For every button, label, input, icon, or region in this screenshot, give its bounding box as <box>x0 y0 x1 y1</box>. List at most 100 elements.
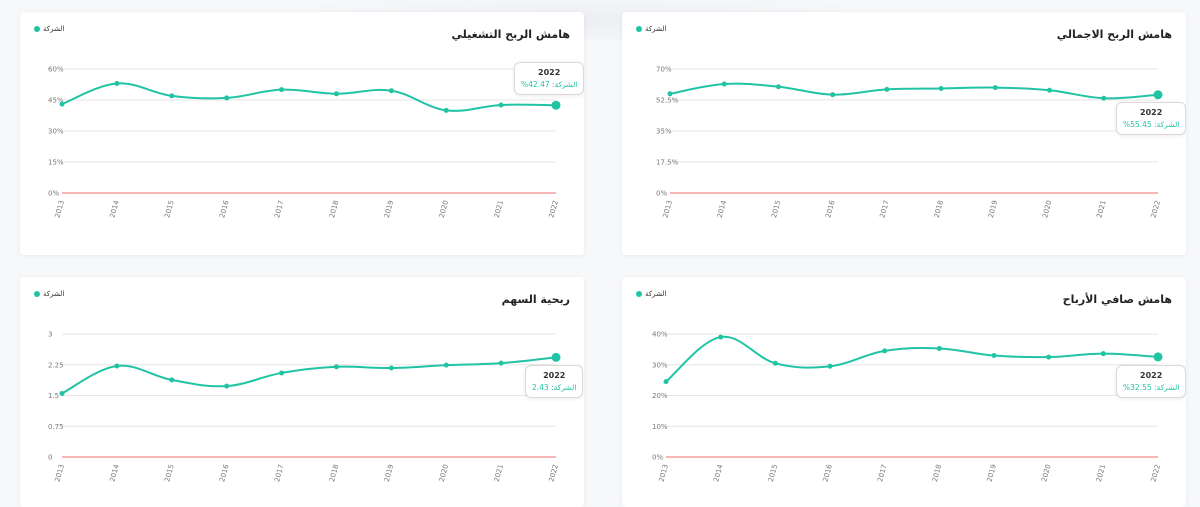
data-point[interactable] <box>279 87 285 93</box>
data-point[interactable] <box>667 91 673 97</box>
x-tick-label: 2021 <box>493 463 505 482</box>
line-chart: 0% 10% 20% 30% 40% 2013 2014 2015 2016 2017 2018 20… <box>652 331 1163 483</box>
x-tick-label: 2017 <box>273 199 285 218</box>
y-tick-label: 45% <box>48 97 64 105</box>
x-tick-label: 2022 <box>1150 463 1162 482</box>
y-tick-label: 35% <box>656 128 672 136</box>
data-point[interactable] <box>721 81 727 87</box>
x-tick-label: 2014 <box>716 199 728 219</box>
tooltip-value: 32.55% <box>1123 383 1152 392</box>
x-tick-label: 2015 <box>163 463 175 482</box>
legend[interactable]: الشركة <box>34 25 64 33</box>
x-tick-label: 2017 <box>273 463 285 482</box>
x-tick-label: 2016 <box>218 463 230 483</box>
tooltip-value: 2.43 <box>532 383 549 392</box>
y-tick-label: 40% <box>652 331 668 339</box>
chart-card-eps: ربحية السهم الشركة 0 0.75 1.5 2.25 3 2013 2014… <box>20 277 584 507</box>
data-point[interactable] <box>1101 95 1107 101</box>
series-line <box>61 82 557 112</box>
tooltip: 2022 الشركة: 32.55% <box>1116 365 1186 398</box>
data-point[interactable] <box>224 383 230 389</box>
y-tick-label: 20% <box>652 392 668 400</box>
x-tick-label: 2018 <box>933 199 945 218</box>
x-tick-label: 2015 <box>767 463 779 482</box>
x-tick-label: 2016 <box>218 199 230 219</box>
legend[interactable]: الشركة <box>34 290 64 298</box>
data-point[interactable] <box>882 348 888 354</box>
data-point[interactable] <box>1153 352 1163 362</box>
data-point[interactable] <box>333 91 339 97</box>
x-tick-label: 2020 <box>438 199 450 218</box>
data-point[interactable] <box>59 101 65 107</box>
x-tick-label: 2018 <box>328 199 340 218</box>
card-title: هامش الربح الاجمالي <box>1056 28 1172 41</box>
legend[interactable]: الشركة <box>636 290 666 298</box>
legend-dot-icon <box>636 26 642 32</box>
chart-card-operating-margin: هامش الربح التشغيلي الشركة 0% 15% 30% 45% 60… <box>20 12 584 255</box>
data-point[interactable] <box>443 362 449 368</box>
data-point[interactable] <box>830 92 836 98</box>
data-point[interactable] <box>1047 87 1053 93</box>
tooltip-label: الشركة: <box>1154 383 1180 392</box>
data-point[interactable] <box>59 390 65 396</box>
data-point[interactable] <box>224 95 230 101</box>
line-chart: 0% 17.5% 35% 52.5% 70% 2013 2014 2015 2016 2017 20… <box>656 66 1163 219</box>
card-title: هامش صافي الأرباح <box>1062 293 1172 306</box>
series-line <box>665 335 1159 383</box>
data-point[interactable] <box>551 100 561 110</box>
data-point[interactable] <box>827 363 833 369</box>
data-point[interactable] <box>498 360 504 366</box>
y-tick-label: 30% <box>652 361 668 369</box>
data-point[interactable] <box>333 364 339 370</box>
x-tick-label: 2017 <box>878 199 890 218</box>
data-point[interactable] <box>936 345 942 351</box>
legend-dot-icon <box>34 291 40 297</box>
tooltip-label: الشركة: <box>552 80 578 89</box>
data-point[interactable] <box>551 352 561 362</box>
data-point[interactable] <box>992 85 998 91</box>
data-point[interactable] <box>663 379 669 385</box>
data-point[interactable] <box>772 360 778 366</box>
line-chart: 0% 15% 30% 45% 60% 2013 2014 2015 2016 2017 2018 20… <box>48 66 561 219</box>
line-chart: 0 0.75 1.5 2.25 3 2013 2014 2015 2016 2017 2018 201… <box>48 331 561 483</box>
data-point[interactable] <box>388 88 394 94</box>
y-tick-label: 52.5% <box>656 97 679 105</box>
tooltip-value: 42.47% <box>521 80 550 89</box>
data-point[interactable] <box>498 102 504 108</box>
legend-label: الشركة <box>645 25 667 33</box>
y-tick-label: 0 <box>48 454 52 462</box>
y-tick-label: 3 <box>48 331 52 339</box>
data-point[interactable] <box>1046 354 1052 360</box>
data-point[interactable] <box>169 377 175 383</box>
data-point[interactable] <box>718 334 724 340</box>
legend[interactable]: الشركة <box>636 25 666 33</box>
y-tick-label: 2.25 <box>48 361 64 369</box>
data-point[interactable] <box>114 363 120 369</box>
x-tick-label: 2022 <box>1150 199 1162 218</box>
x-tick-label: 2019 <box>383 199 395 218</box>
x-tick-label: 2022 <box>548 199 560 218</box>
data-point[interactable] <box>775 84 781 90</box>
data-point[interactable] <box>991 353 997 359</box>
data-point[interactable] <box>1100 351 1106 357</box>
data-point[interactable] <box>1153 90 1163 100</box>
x-tick-label: 2017 <box>876 463 888 482</box>
tooltip-year: 2022 <box>538 68 561 77</box>
y-tick-label: 17.5% <box>656 159 679 167</box>
x-tick-label: 2019 <box>383 463 395 482</box>
x-tick-label: 2015 <box>770 199 782 218</box>
data-point[interactable] <box>388 365 394 371</box>
x-tick-label: 2020 <box>1040 463 1052 482</box>
y-tick-label: 0% <box>652 454 663 462</box>
data-point[interactable] <box>169 93 175 99</box>
data-point[interactable] <box>279 370 285 376</box>
legend-dot-icon <box>636 291 642 297</box>
x-tick-label: 2016 <box>822 463 834 483</box>
data-point[interactable] <box>443 107 449 113</box>
y-tick-label: 15% <box>48 159 64 167</box>
x-tick-label: 2013 <box>54 199 66 218</box>
x-tick-label: 2013 <box>54 463 66 482</box>
data-point[interactable] <box>938 85 944 91</box>
data-point[interactable] <box>884 86 890 92</box>
data-point[interactable] <box>114 80 120 86</box>
